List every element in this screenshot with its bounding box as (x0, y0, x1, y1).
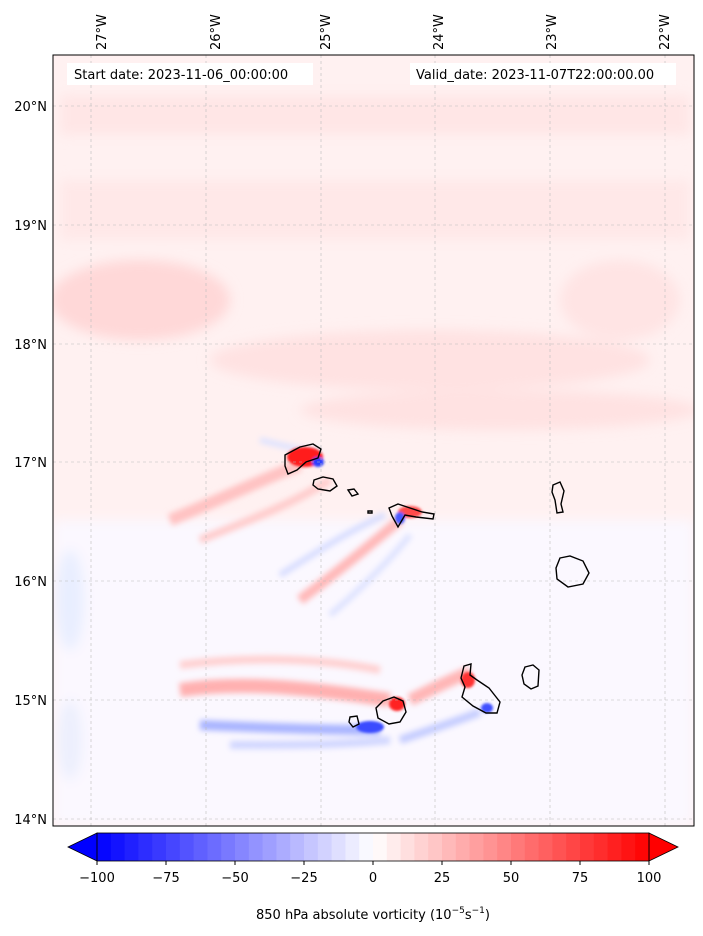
colorbar-segment (566, 833, 581, 861)
map-frame (52, 54, 695, 827)
colorbar-segment (469, 833, 484, 861)
lat-label: 15°N (14, 694, 47, 709)
lat-label: 19°N (14, 219, 47, 234)
colorbar-label: 850 hPa absolute vorticity (10−5s−1) (256, 906, 490, 923)
colorbar-segment (179, 833, 195, 861)
northern-pink-bands (53, 95, 694, 430)
valid-date-box (410, 63, 676, 85)
cb-tick-label: 100 (637, 871, 662, 886)
colorbar-extend-max (648, 832, 679, 862)
cb-tick-label: −75 (152, 871, 179, 886)
colorbar-ticks (96, 861, 650, 865)
colorbar-segment (580, 833, 595, 861)
island-sao-vicente (312, 476, 338, 492)
colorbar-segment (221, 833, 236, 861)
island-boa-vista (555, 555, 590, 588)
colorbar-segment (593, 833, 609, 861)
lon-label: 24°W (432, 14, 447, 50)
gridlines (53, 55, 694, 826)
lon-label: 23°W (545, 14, 560, 50)
colorbar-segment (635, 833, 650, 861)
lat-label: 14°N (14, 813, 47, 828)
cb-tick-label: −25 (290, 871, 317, 886)
lon-label: 25°W (319, 14, 334, 50)
colorbar-segment (110, 833, 126, 861)
longitude-labels: 27°W 26°W 25°W 24°W 23°W 22°W (95, 14, 673, 50)
cb-tick-label: 50 (503, 871, 520, 886)
colorbar-extend-min (67, 832, 98, 862)
colorbar-segment (524, 833, 540, 861)
colorbar: −100 −75 −50 −25 0 25 50 75 100 850 hPa … (67, 832, 679, 923)
island-santiago (460, 663, 501, 714)
start-date-box (67, 63, 313, 85)
colorbar-segments (97, 833, 650, 861)
colorbar-segment (124, 833, 139, 861)
cb-tick-label: −50 (221, 871, 248, 886)
island-brava (348, 715, 360, 728)
island-santo-antao (284, 443, 322, 475)
colorbar-segment (455, 833, 471, 861)
lat-label: 20°N (14, 100, 47, 115)
colorbar-segment (538, 833, 553, 861)
colorbar-segment (276, 833, 291, 861)
colorbar-segment (373, 833, 388, 861)
island-fogo (375, 696, 407, 725)
lon-label: 22°W (658, 14, 673, 50)
colorbar-segment (552, 833, 567, 861)
colorbar-tick-labels: −100 −75 −50 −25 0 25 50 75 100 (79, 871, 661, 886)
colorbar-segment (497, 833, 512, 861)
colorbar-segment (386, 833, 402, 861)
cb-tick-label: 0 (369, 871, 377, 886)
island-coastlines (284, 443, 590, 728)
southern-wake-streaks (179, 655, 482, 749)
lat-label: 18°N (14, 338, 47, 353)
colorbar-segment (331, 833, 346, 861)
colorbar-segment (304, 833, 319, 861)
colorbar-segment (262, 833, 277, 861)
colorbar-segment (442, 833, 457, 861)
colorbar-segment (400, 833, 415, 861)
southern-pale-area (53, 520, 694, 826)
colorbar-segment (290, 833, 305, 861)
map-panel: Start date: 2023-11-06_00:00:00 Valid_da… (14, 14, 695, 828)
colorbar-segment (138, 833, 153, 861)
colorbar-segment (483, 833, 498, 861)
lon-label: 26°W (209, 14, 224, 50)
colorbar-segment (414, 833, 429, 861)
colorbar-segment (152, 833, 167, 861)
colorbar-segment (97, 833, 112, 861)
colorbar-segment (359, 833, 374, 861)
colorbar-segment (248, 833, 264, 861)
colorbar-segment (428, 833, 443, 861)
colorbar-segment (235, 833, 250, 861)
island-sao-nicolau (388, 503, 435, 529)
colorbar-segment (511, 833, 526, 861)
start-date-label: Start date: 2023-11-06_00:00:00 (74, 68, 288, 83)
island-sal (551, 481, 565, 514)
lon-label: 27°W (95, 14, 110, 50)
latitude-labels: 20°N 19°N 18°N 17°N 16°N 15°N 14°N (14, 100, 47, 828)
colorbar-segment (193, 833, 208, 861)
island-santa-luzia (346, 488, 360, 497)
lat-label: 17°N (14, 456, 47, 471)
colorbar-segment (607, 833, 622, 861)
colorbar-segment (345, 833, 360, 861)
colorbar-segment (166, 833, 181, 861)
valid-date-label: Valid_date: 2023-11-07T22:00:00.00 (416, 68, 654, 83)
cb-tick-label: 75 (572, 871, 589, 886)
cb-tick-label: −100 (79, 871, 115, 886)
vorticity-field (53, 55, 694, 826)
colorbar-segment (207, 833, 222, 861)
colorbar-segment (317, 833, 333, 861)
island-raso (367, 510, 373, 514)
lat-label: 16°N (14, 575, 47, 590)
colorbar-segment (621, 833, 636, 861)
island-maio (521, 664, 540, 690)
cb-tick-label: 25 (434, 871, 451, 886)
